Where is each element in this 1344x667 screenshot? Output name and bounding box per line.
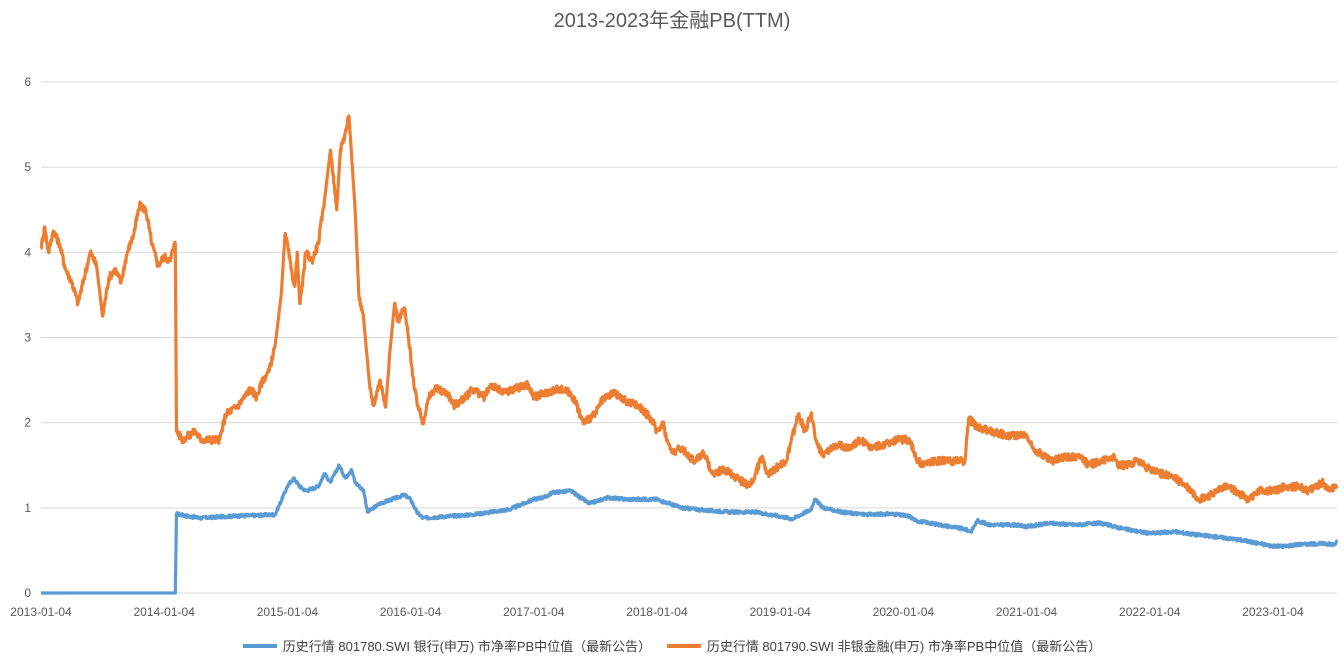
- y-tick-label: 1: [24, 501, 31, 515]
- x-tick-label: 2020-01-04: [873, 605, 935, 619]
- x-tick-label: 2014-01-04: [133, 605, 195, 619]
- legend-item-nonbank: 历史行情 801790.SWI 非银金融(申万) 市净率PB中位值（最新公告）: [666, 636, 1102, 655]
- y-axis: 0 1 2 3 4 5 6: [24, 75, 31, 600]
- y-tick-label: 2: [24, 416, 31, 430]
- x-tick-label: 2013-01-04: [10, 605, 72, 619]
- legend-swatch-nonbank: [666, 643, 701, 648]
- x-tick-label: 2016-01-04: [380, 605, 442, 619]
- chart-title: 2013-2023年金融PB(TTM): [553, 10, 791, 32]
- x-tick-label: 2018-01-04: [626, 605, 688, 619]
- x-tick-label: 2019-01-04: [749, 605, 811, 619]
- x-tick-label: 2022-01-04: [1119, 605, 1181, 619]
- x-tick-label: 2023-01-04: [1242, 605, 1304, 619]
- y-tick-label: 3: [24, 331, 31, 345]
- series-line-0: [39, 463, 1339, 595]
- y-tick-label: 6: [24, 75, 31, 89]
- y-tick-label: 0: [24, 586, 31, 600]
- series-lines: [39, 114, 1339, 595]
- gridlines: [41, 81, 1337, 509]
- x-axis-ticks: 2013-01-04 2014-01-04 2015-01-04 2016-01-04…: [10, 605, 1304, 619]
- y-tick-label: 5: [24, 160, 31, 174]
- x-tick-label: 2017-01-04: [503, 605, 565, 619]
- x-tick-label: 2021-01-04: [996, 605, 1058, 619]
- legend-label-nonbank: 历史行情 801790.SWI 非银金融(申万) 市净率PB中位值（最新公告）: [706, 639, 1102, 654]
- legend-swatch-bank: [242, 643, 277, 648]
- legend: 历史行情 801780.SWI 银行(申万) 市净率PB中位值（最新公告） 历史…: [0, 636, 1344, 655]
- y-tick-label: 4: [24, 245, 31, 259]
- legend-label-bank: 历史行情 801780.SWI 银行(申万) 市净率PB中位值（最新公告）: [282, 639, 652, 654]
- x-tick-label: 2015-01-04: [257, 605, 319, 619]
- series-line-1: [39, 114, 1339, 504]
- legend-item-bank: 历史行情 801780.SWI 银行(申万) 市净率PB中位值（最新公告）: [242, 636, 652, 655]
